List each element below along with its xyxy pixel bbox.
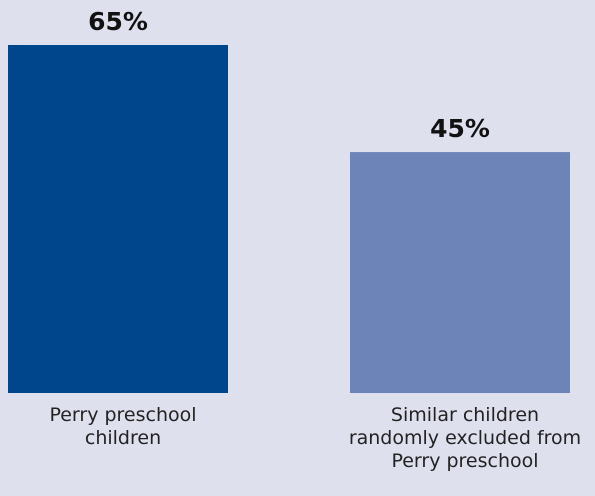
bar-value-label-perry: 65% <box>88 7 148 36</box>
bar-perry-preschool <box>8 45 228 393</box>
bar-excluded-children <box>350 152 570 393</box>
category-label-excluded: Similar children randomly excluded from … <box>348 404 582 472</box>
category-label-perry: Perry preschool children <box>49 404 197 449</box>
bar-value-label-excluded: 45% <box>430 114 490 144</box>
